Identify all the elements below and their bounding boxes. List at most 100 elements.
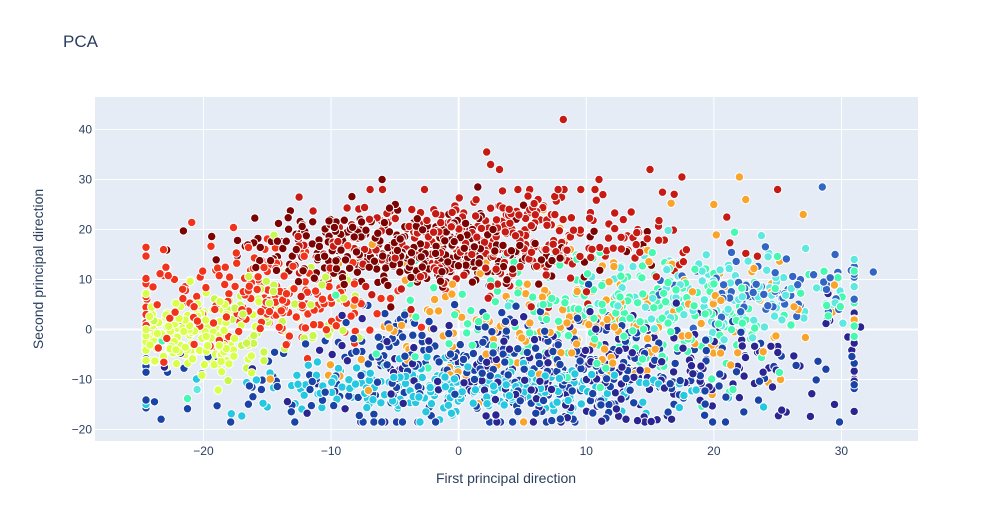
scatter-point[interactable] bbox=[724, 263, 734, 274]
scatter-point[interactable] bbox=[201, 331, 211, 342]
scatter-point[interactable] bbox=[534, 358, 545, 369]
scatter-point[interactable] bbox=[470, 211, 481, 221]
scatter-point[interactable] bbox=[528, 292, 538, 302]
scatter-point[interactable] bbox=[226, 409, 237, 419]
scatter-point[interactable] bbox=[591, 324, 601, 334]
scatter-point[interactable] bbox=[825, 273, 835, 283]
scatter-point[interactable] bbox=[293, 231, 303, 242]
scatter-point[interactable] bbox=[526, 221, 536, 231]
scatter-point[interactable] bbox=[709, 279, 719, 289]
scatter-point[interactable] bbox=[419, 184, 430, 195]
scatter-point[interactable] bbox=[161, 262, 171, 272]
scatter-point[interactable] bbox=[141, 273, 151, 284]
scatter-point[interactable] bbox=[491, 215, 502, 225]
scatter-point[interactable] bbox=[364, 262, 374, 272]
scatter-point[interactable] bbox=[687, 287, 698, 297]
scatter-point[interactable] bbox=[502, 275, 512, 285]
scatter-point[interactable] bbox=[601, 374, 612, 384]
scatter-point[interactable] bbox=[255, 242, 265, 253]
scatter-point[interactable] bbox=[588, 388, 598, 399]
scatter-point[interactable] bbox=[231, 248, 242, 258]
scatter-point[interactable] bbox=[520, 375, 530, 385]
scatter-point[interactable] bbox=[616, 271, 626, 281]
scatter-point[interactable] bbox=[575, 356, 585, 366]
scatter-point[interactable] bbox=[364, 214, 375, 225]
scatter-point[interactable] bbox=[417, 372, 427, 383]
scatter-point[interactable] bbox=[415, 272, 426, 282]
scatter-point[interactable] bbox=[197, 370, 207, 380]
scatter-point[interactable] bbox=[259, 355, 269, 366]
scatter-point[interactable] bbox=[747, 333, 758, 343]
scatter-point[interactable] bbox=[547, 255, 557, 266]
scatter-point[interactable] bbox=[629, 398, 639, 408]
scatter-point[interactable] bbox=[538, 299, 548, 310]
scatter-point[interactable] bbox=[642, 234, 652, 244]
scatter-point[interactable] bbox=[444, 339, 454, 349]
scatter-point[interactable] bbox=[504, 204, 514, 215]
scatter-point[interactable] bbox=[709, 199, 719, 210]
scatter-point[interactable] bbox=[635, 247, 645, 258]
scatter-point[interactable] bbox=[469, 242, 479, 252]
scatter-point[interactable] bbox=[849, 254, 859, 265]
scatter-point[interactable] bbox=[737, 283, 747, 293]
scatter-point[interactable] bbox=[400, 351, 410, 361]
scatter-point[interactable] bbox=[351, 363, 362, 373]
scatter-point[interactable] bbox=[141, 355, 151, 366]
scatter-point[interactable] bbox=[490, 394, 501, 405]
scatter-point[interactable] bbox=[568, 225, 579, 235]
scatter-point[interactable] bbox=[688, 369, 698, 379]
scatter-point[interactable] bbox=[390, 213, 400, 224]
scatter-point[interactable] bbox=[646, 416, 656, 427]
scatter-point[interactable] bbox=[696, 361, 706, 371]
scatter-point[interactable] bbox=[481, 263, 491, 273]
scatter-point[interactable] bbox=[701, 345, 711, 356]
scatter-point[interactable] bbox=[377, 174, 387, 185]
scatter-point[interactable] bbox=[591, 195, 601, 205]
scatter-point[interactable] bbox=[459, 378, 469, 388]
scatter-point[interactable] bbox=[558, 114, 568, 125]
scatter-point[interactable] bbox=[523, 191, 533, 201]
scatter-point[interactable] bbox=[339, 215, 349, 225]
scatter-point[interactable] bbox=[529, 334, 540, 345]
scatter-point[interactable] bbox=[148, 282, 158, 292]
scatter-point[interactable] bbox=[847, 351, 857, 362]
scatter-point[interactable] bbox=[141, 395, 151, 405]
scatter-point[interactable] bbox=[450, 389, 460, 399]
scatter-point[interactable] bbox=[232, 258, 242, 268]
scatter-point[interactable] bbox=[700, 399, 710, 409]
scatter-point[interactable] bbox=[224, 272, 235, 282]
scatter-point[interactable] bbox=[443, 257, 453, 267]
scatter-point[interactable] bbox=[460, 218, 471, 229]
scatter-point[interactable] bbox=[481, 312, 491, 322]
scatter-point[interactable] bbox=[400, 310, 410, 320]
scatter-point[interactable] bbox=[829, 280, 840, 290]
scatter-point[interactable] bbox=[619, 331, 629, 341]
scatter-point[interactable] bbox=[226, 417, 236, 427]
scatter-point[interactable] bbox=[821, 364, 831, 374]
scatter-point[interactable] bbox=[180, 342, 191, 352]
scatter-point[interactable] bbox=[212, 401, 222, 411]
scatter-point[interactable] bbox=[596, 400, 606, 410]
scatter-point[interactable] bbox=[354, 410, 364, 421]
scatter-point[interactable] bbox=[259, 262, 269, 273]
scatter-point[interactable] bbox=[478, 337, 488, 347]
scatter-point[interactable] bbox=[715, 265, 725, 275]
scatter-point[interactable] bbox=[459, 270, 469, 280]
scatter-point[interactable] bbox=[241, 338, 252, 348]
scatter-point[interactable] bbox=[543, 358, 553, 368]
scatter-point[interactable] bbox=[274, 322, 284, 332]
scatter-point[interactable] bbox=[679, 390, 689, 401]
scatter-point[interactable] bbox=[777, 405, 787, 415]
scatter-point[interactable] bbox=[406, 272, 416, 283]
scatter-point[interactable] bbox=[198, 266, 208, 276]
scatter-point[interactable] bbox=[849, 281, 859, 292]
scatter-point[interactable] bbox=[793, 280, 803, 290]
scatter-point[interactable] bbox=[369, 417, 379, 427]
scatter-point[interactable] bbox=[526, 385, 536, 395]
scatter-point[interactable] bbox=[635, 365, 645, 375]
scatter-point[interactable] bbox=[616, 232, 626, 243]
scatter-point[interactable] bbox=[657, 187, 668, 197]
scatter-point[interactable] bbox=[373, 332, 383, 342]
scatter-point[interactable] bbox=[187, 217, 197, 228]
scatter-point[interactable] bbox=[182, 393, 193, 404]
